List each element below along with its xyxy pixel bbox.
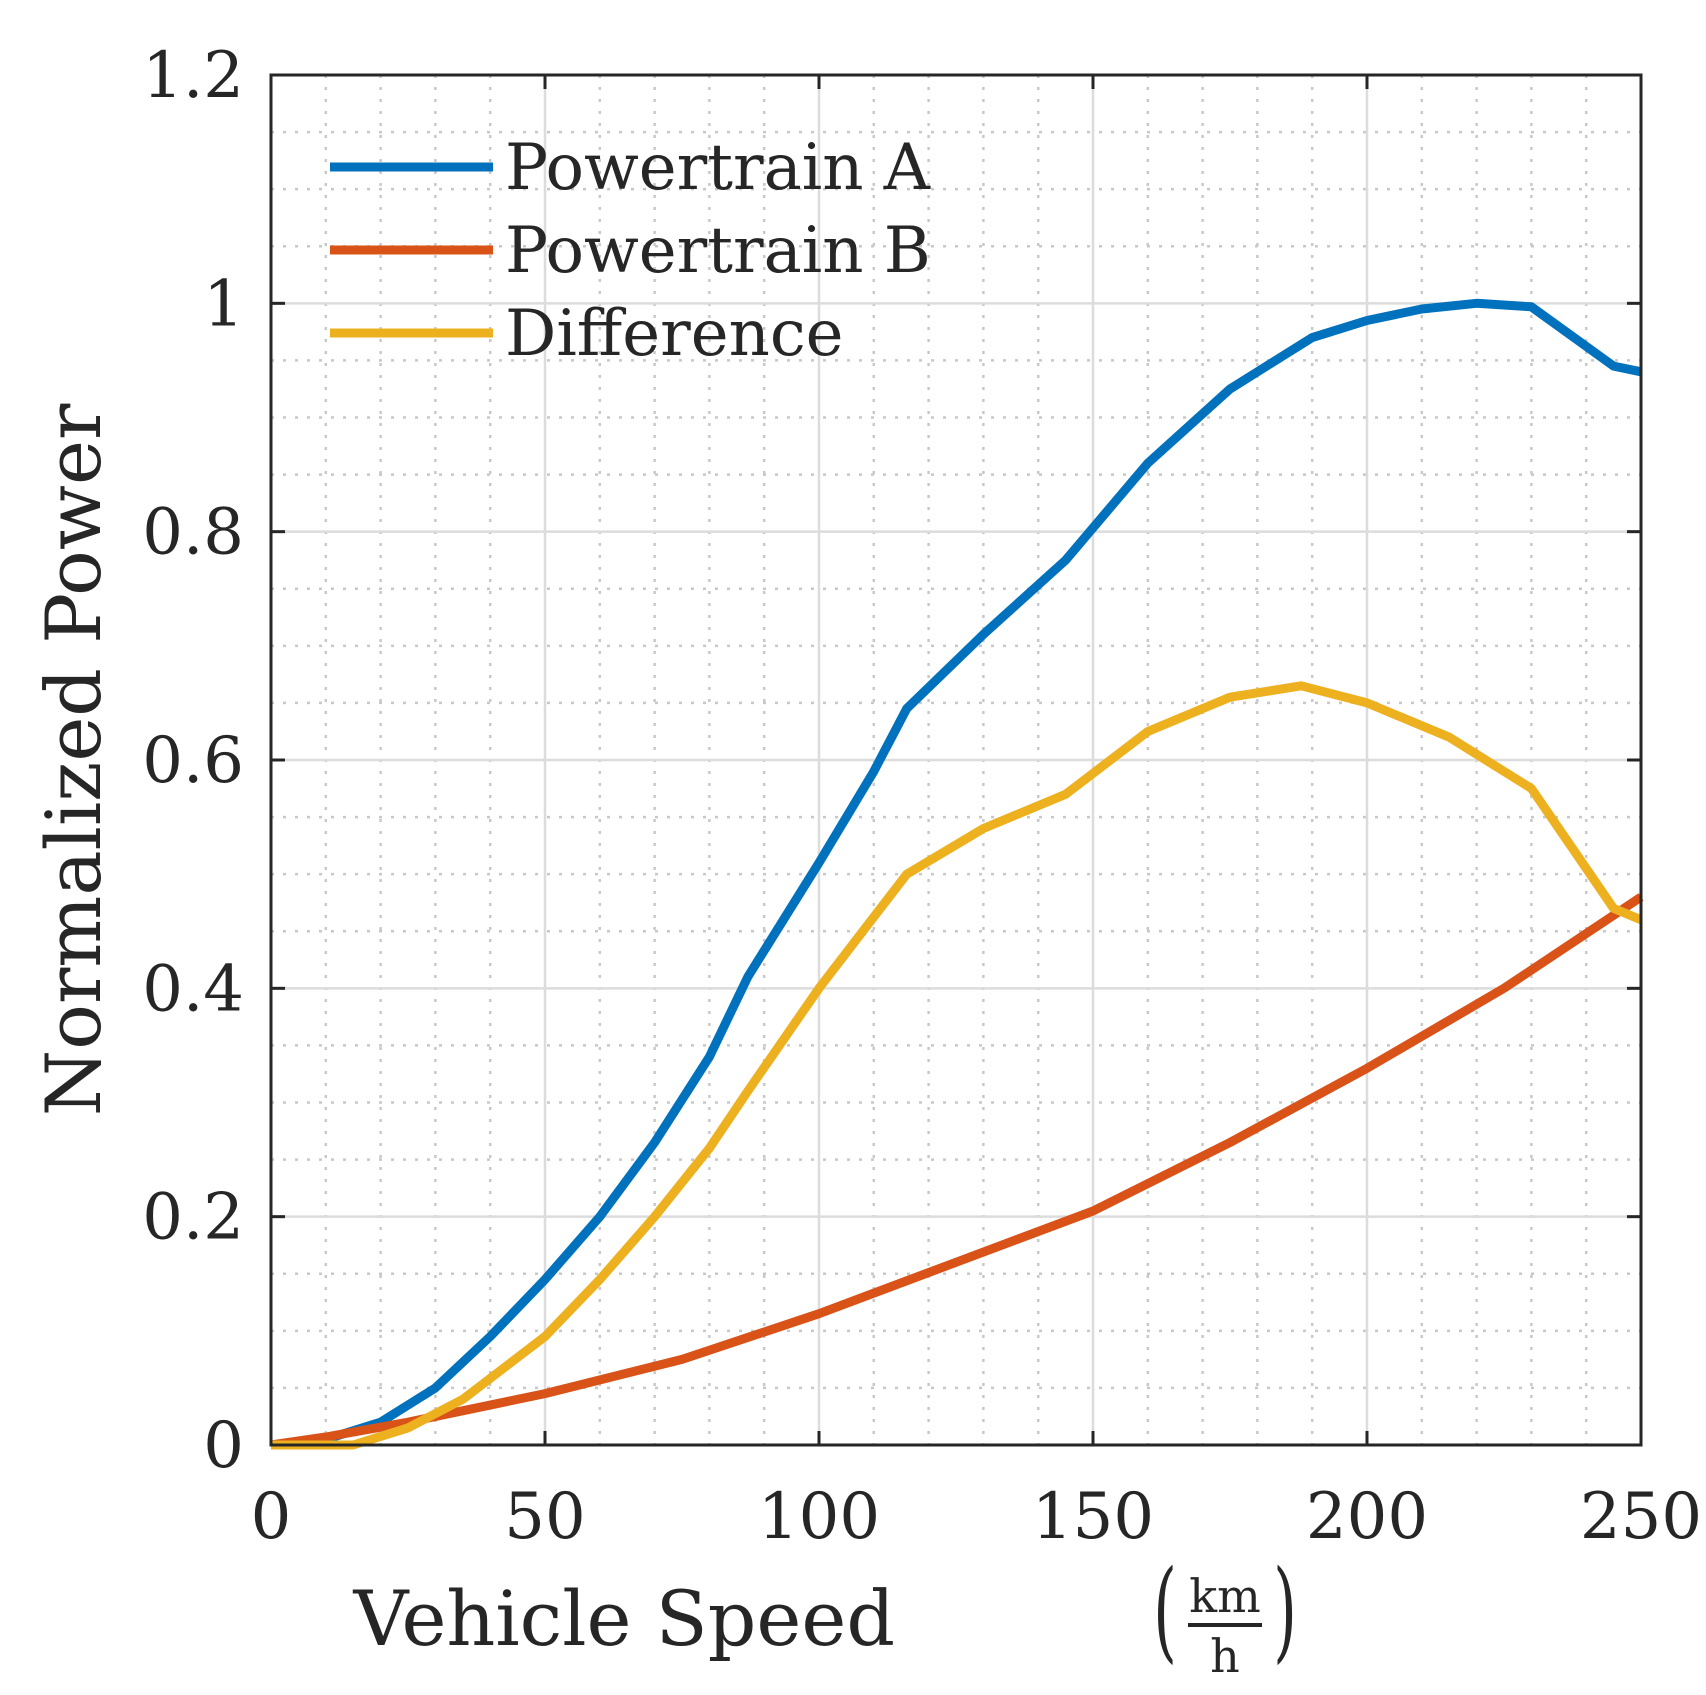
x-tick-labels: 0 50 100 150 200 250 — [251, 1480, 1702, 1554]
y-tick-label: 1 — [203, 267, 244, 341]
y-tick-label: 0.6 — [142, 724, 244, 798]
x-tick-label: 200 — [1306, 1480, 1428, 1554]
y-tick-label: 0 — [203, 1409, 244, 1483]
series-line-powertrain-a — [270, 298, 1642, 1450]
unit-numerator: km — [1189, 1569, 1261, 1623]
series-lines — [270, 298, 1644, 1450]
y-axis-label: Normalized Power — [29, 403, 118, 1116]
x-axis-label-text: Vehicle Speed — [353, 1574, 895, 1663]
legend-label: Powertrain B — [505, 214, 931, 288]
legend-label: Difference — [505, 297, 844, 371]
x-tick-label: 150 — [1032, 1480, 1154, 1554]
y-tick-labels: 0 0.2 0.4 0.6 0.8 1 1.2 — [142, 39, 244, 1483]
unit-denominator: h — [1210, 1629, 1240, 1683]
left-paren: ( — [1153, 1546, 1177, 1674]
axis-ticks — [269, 73, 1643, 1447]
major-grid — [269, 73, 1643, 1447]
x-axis-label: Vehicle Speed ( km h ) — [353, 1546, 1297, 1683]
x-tick-label: 0 — [251, 1480, 292, 1554]
legend-label: Powertrain A — [505, 131, 931, 205]
y-tick-label: 0.2 — [142, 1181, 244, 1255]
series-line-difference — [271, 681, 1643, 1450]
series-line-powertrain-b — [270, 893, 1644, 1450]
x-tick-label: 50 — [504, 1480, 585, 1554]
y-tick-label: 0.4 — [142, 952, 244, 1026]
legend: Powertrain A Powertrain B Difference — [330, 131, 931, 371]
y-tick-label: 1.2 — [142, 39, 244, 113]
x-tick-label: 100 — [758, 1480, 880, 1554]
y-tick-label: 0.8 — [142, 496, 244, 570]
x-tick-label: 250 — [1580, 1480, 1702, 1554]
right-paren: ) — [1273, 1546, 1297, 1674]
